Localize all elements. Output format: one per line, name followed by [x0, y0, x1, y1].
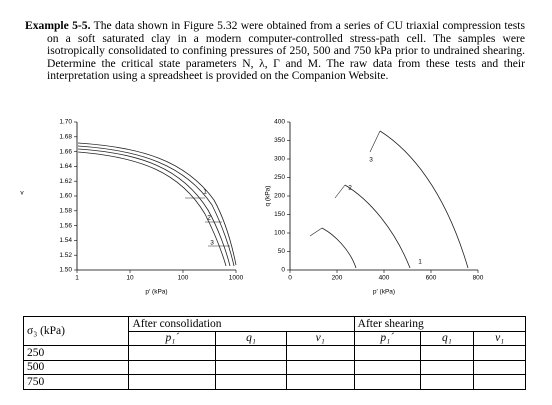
annotation: 2	[348, 185, 352, 192]
x-tick-label: 600	[426, 275, 437, 282]
table-subheader: q₁	[215, 330, 287, 346]
row-label: 500	[22, 359, 130, 375]
example-label: Example 5-5.	[25, 19, 91, 32]
x-tick-label: 400	[379, 275, 390, 282]
y-tick-label: 100	[274, 230, 285, 237]
curves	[77, 130, 469, 269]
row-label: 750	[22, 374, 130, 390]
y-tick-label: 1.58	[59, 208, 72, 215]
table-subheader: v₁	[473, 330, 526, 346]
data-table: σ₃ (kPa) After consolidation After shearin…	[22, 316, 527, 390]
annotation: 3	[369, 157, 373, 164]
x-tick-label: 1000	[229, 275, 244, 282]
y-tick-label: 200	[274, 193, 285, 200]
table-subheader: v₁	[285, 330, 355, 346]
y-tick-label: 1.62	[59, 178, 72, 185]
y-tick-label: 1.68	[59, 134, 72, 141]
annotation: 3	[210, 240, 214, 247]
y-axis-label: q (kPa)	[265, 186, 272, 207]
y-tick-label: 1.54	[59, 237, 72, 244]
table-header: σ₃ (kPa)	[22, 316, 130, 346]
y-tick-label: 250	[274, 174, 285, 181]
x-tick-label: 100	[178, 275, 189, 282]
y-tick-label: 1.60	[59, 193, 72, 200]
y-tick-label: 1.50	[59, 267, 72, 274]
y-tick-label: 1.66	[59, 148, 72, 155]
annotation: 1	[203, 189, 207, 196]
table-header: After shearing	[353, 316, 527, 331]
x-tick-label: 800	[473, 275, 484, 282]
y-tick-label: 400	[274, 119, 285, 126]
x-tick-label: 0	[288, 275, 292, 282]
y-tick-label: 1.64	[59, 163, 72, 170]
x-tick-label: 1	[75, 275, 79, 282]
y-tick-label: 50	[278, 248, 286, 255]
x-tick-label: 200	[332, 275, 343, 282]
table-subheader: p₁´	[128, 330, 217, 346]
y-tick-label: 0	[281, 267, 285, 274]
x-axis-label: p′ (kPa)	[145, 289, 167, 296]
y-tick-label: 150	[274, 211, 285, 218]
y-tick-label: 350	[274, 137, 285, 144]
example-body: The data shown in Figure 5.32 were obtai…	[47, 19, 525, 83]
table-header: After consolidation	[128, 316, 355, 331]
x-axis-label: p′ (kPa)	[373, 289, 395, 296]
y-axis-label: v	[20, 190, 24, 197]
figure: 1 10 100 10001.501.521.541.561.581.601.621.…	[20, 119, 484, 296]
table-subheader: q₁	[419, 330, 475, 346]
table-subheader: p₁´	[353, 330, 421, 346]
y-tick-label: 300	[274, 156, 285, 163]
x-tick-label: 10	[126, 275, 134, 282]
y-tick-label: 1.52	[59, 252, 72, 259]
annotation: 2	[207, 215, 211, 222]
y-tick-label: 1.70	[59, 119, 72, 126]
example-text: Example 5-5. The data shown in Figure 5.…	[25, 19, 525, 83]
annotation: 1	[418, 259, 422, 266]
y-tick-label: 1.56	[59, 222, 72, 229]
row-label: 250	[22, 345, 130, 361]
